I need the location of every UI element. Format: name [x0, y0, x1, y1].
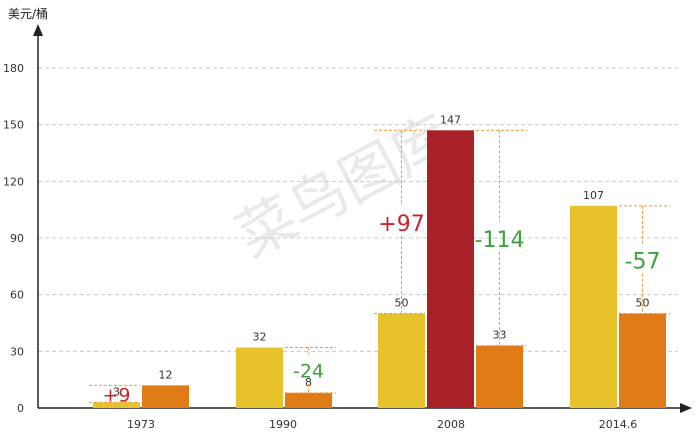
- bar: [285, 392, 332, 408]
- x-tick-label: 1973: [127, 418, 155, 431]
- difference-label: +97: [378, 212, 424, 237]
- bar: [619, 313, 666, 408]
- bar: [378, 313, 425, 408]
- watermark-text: 菜鸟图库: [225, 102, 462, 271]
- bar: [236, 347, 283, 408]
- bar-value-label: 107: [583, 189, 604, 202]
- bar-value-label: 147: [440, 113, 461, 126]
- y-tick-label: 150: [3, 119, 24, 132]
- y-tick-label: 180: [3, 62, 24, 75]
- bar-value-label: 8: [305, 376, 312, 389]
- bar-value-label: 32: [253, 331, 267, 344]
- y-tick-label: 30: [10, 345, 24, 358]
- y-axis-arrow: [33, 24, 43, 36]
- bar-value-label: 50: [636, 297, 650, 310]
- y-tick-label: 90: [10, 232, 24, 245]
- difference-label: -57: [625, 250, 661, 275]
- bar-value-label: 3: [113, 385, 120, 398]
- x-tick-label: 2008: [437, 418, 465, 431]
- bar: [142, 385, 189, 408]
- x-tick-label: 1990: [269, 418, 297, 431]
- x-tick-label: 2014.6: [599, 418, 638, 431]
- x-axis-arrow: [680, 403, 692, 413]
- bar: [93, 402, 140, 408]
- difference-label: +9: [102, 384, 130, 406]
- y-tick-label: 0: [17, 402, 24, 415]
- y-axis-label: 美元/桶: [8, 6, 48, 21]
- bar-value-label: 33: [493, 329, 507, 342]
- bar-value-label: 12: [159, 368, 173, 381]
- bar: [476, 345, 523, 408]
- y-tick-label: 120: [3, 175, 24, 188]
- bar: [427, 130, 474, 409]
- y-tick-label: 60: [10, 289, 24, 302]
- difference-label: -24: [293, 361, 324, 383]
- bar: [570, 205, 617, 408]
- difference-label: -114: [475, 228, 525, 253]
